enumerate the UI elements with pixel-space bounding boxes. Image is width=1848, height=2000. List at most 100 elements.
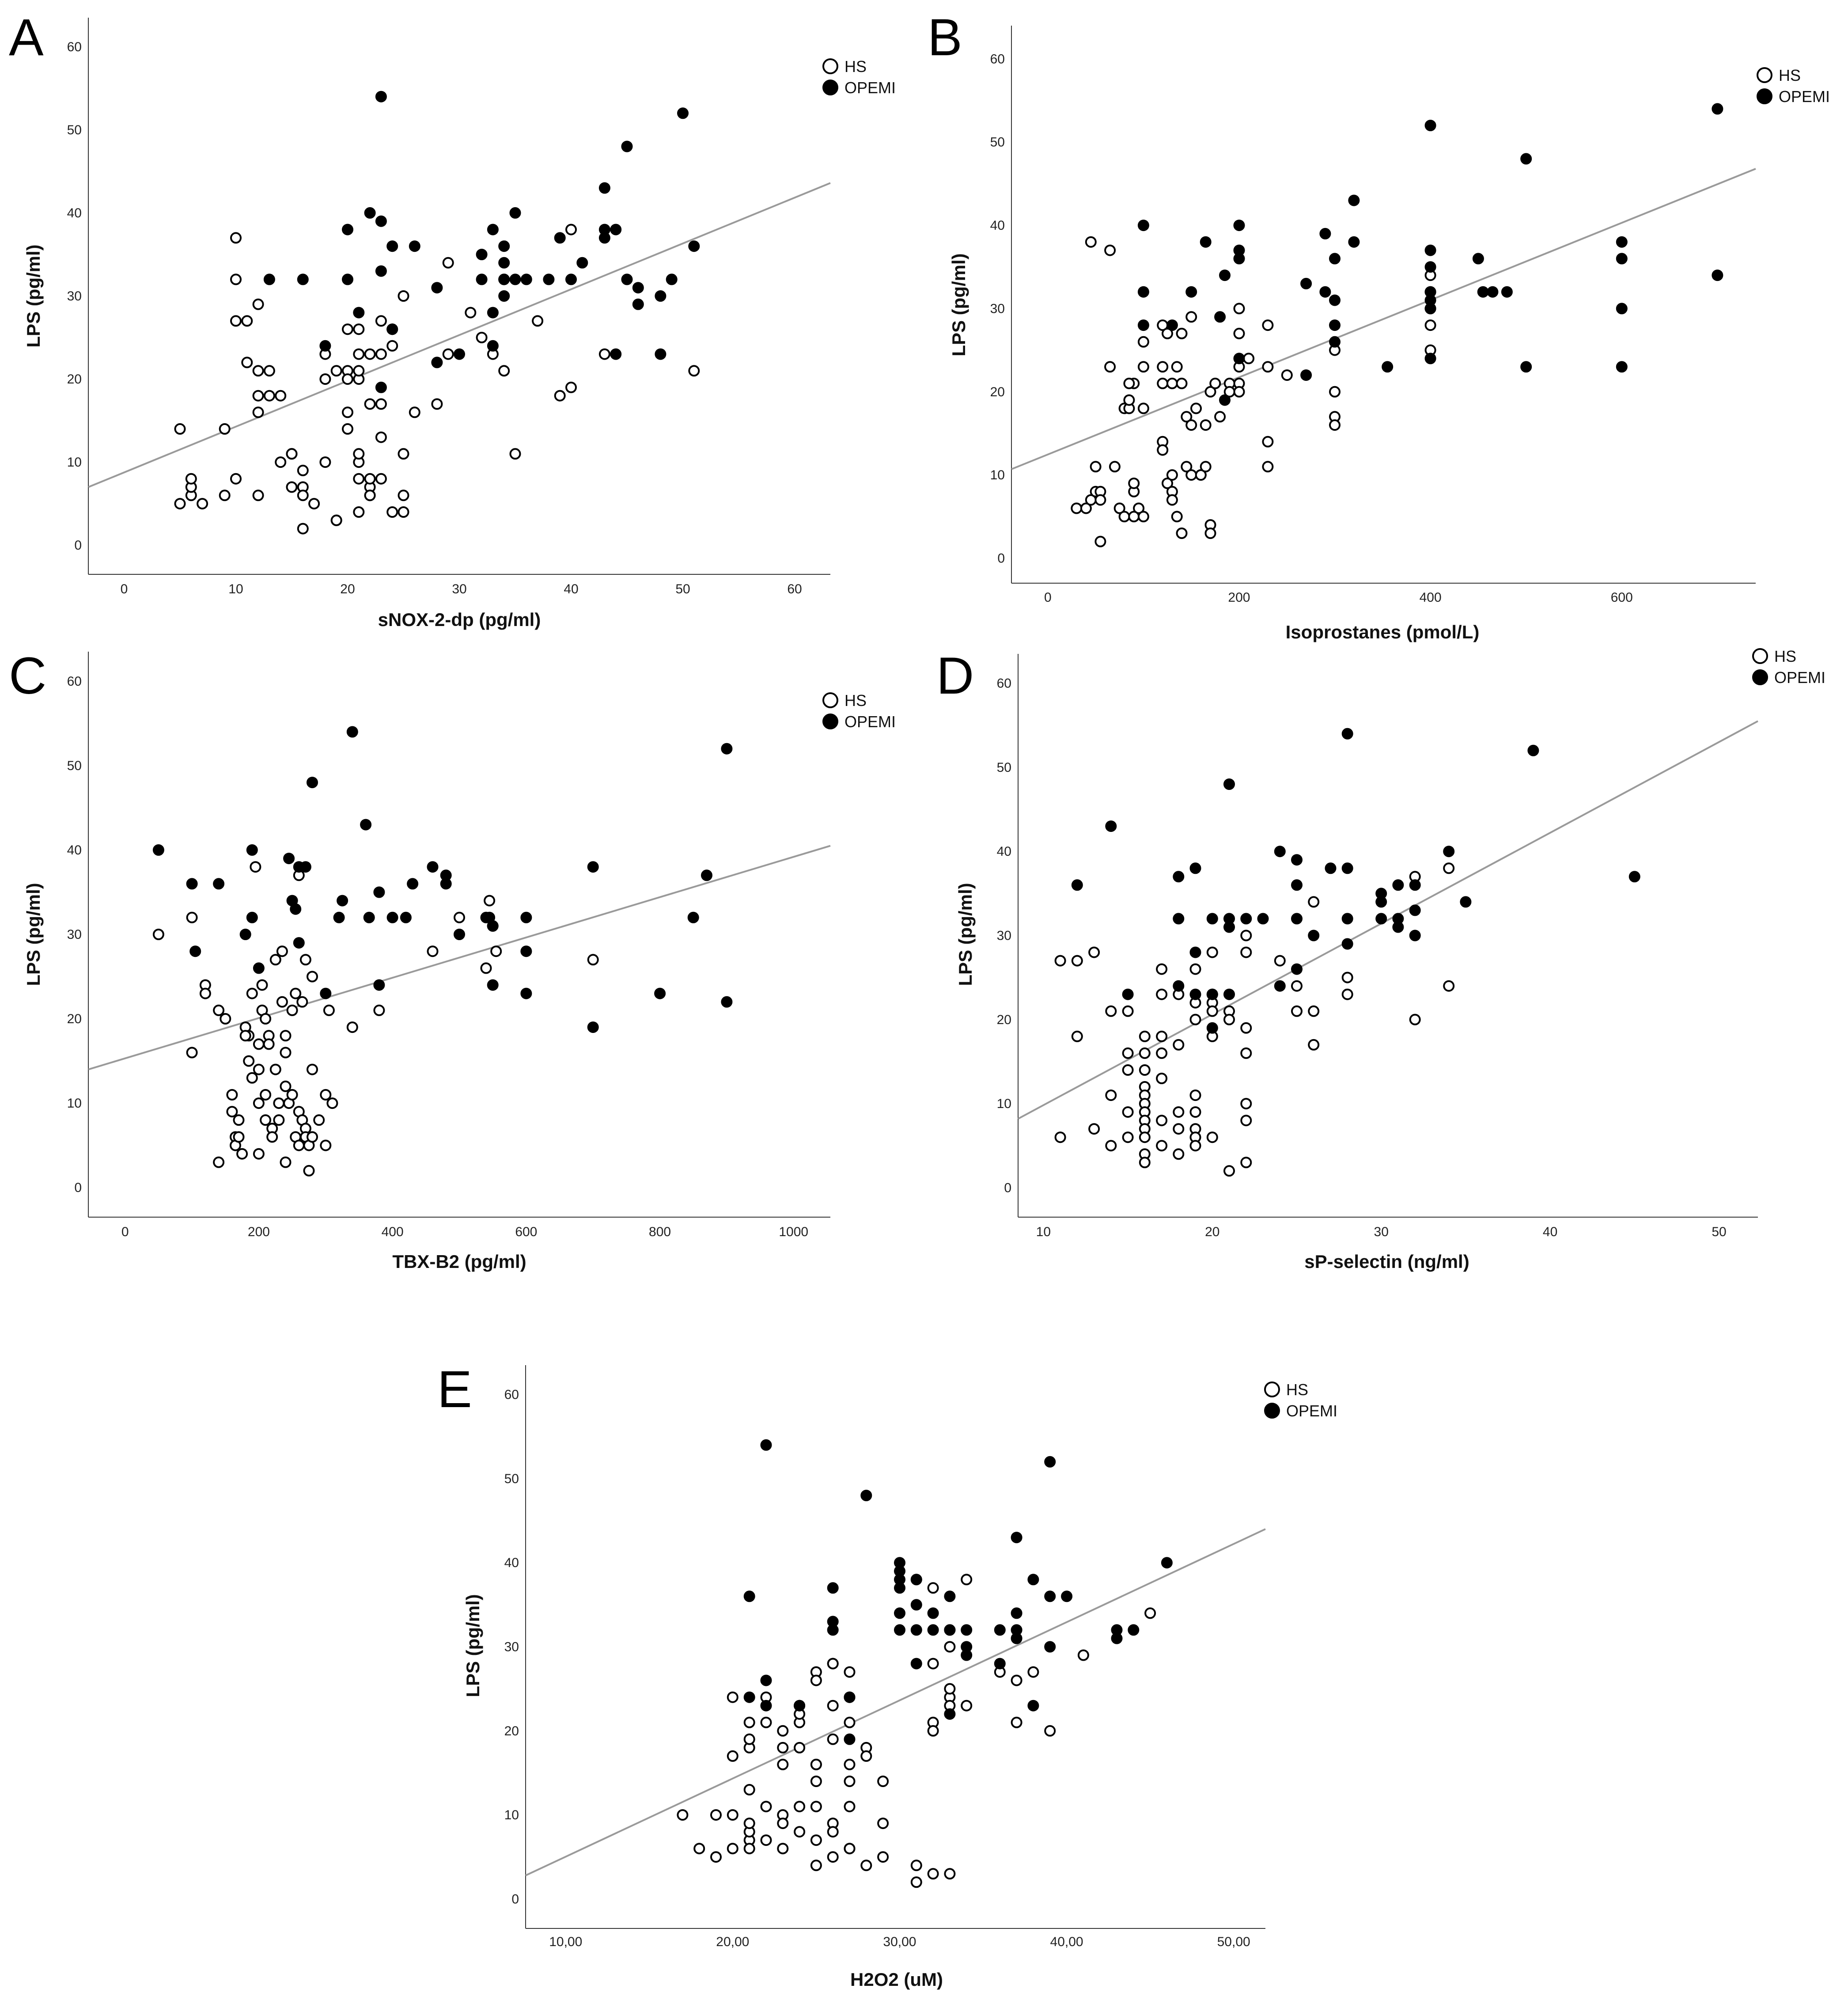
hs-point [375,348,387,360]
hs-point [320,1139,332,1151]
hs-point [364,490,376,501]
hs-point [253,1097,265,1109]
hs-point [253,1063,265,1075]
opemi-point [1291,879,1303,891]
hs-point [910,1860,922,1871]
opemi-point [844,1733,856,1745]
hs-point [1090,461,1102,473]
hs-point [342,406,353,418]
hs-point [386,340,398,352]
opemi-point [565,273,577,285]
opemi-point [319,340,331,352]
opemi-point [1348,236,1360,248]
hs-point [810,1674,822,1686]
opemi-point [509,273,521,285]
opemi-point [721,743,733,755]
hs-point [910,1876,922,1888]
opemi-point [587,861,599,873]
hs-point [330,365,342,377]
x-tick-label: 200 [1228,590,1250,605]
legend-opemi-label: OPEMI [1774,668,1825,687]
opemi-point [1443,846,1455,858]
hs-point [1240,1047,1252,1059]
opemi-point [1011,1607,1022,1619]
hs-point [1137,511,1149,523]
panel-letter: D [936,647,974,705]
opemi-point [520,273,532,285]
x-tick-label: 40 [564,582,578,596]
legend-opemi-marker [822,80,838,95]
hs-point [480,962,492,974]
hs-point [877,1818,889,1829]
hs-point [275,456,287,468]
hs-point [727,1809,738,1821]
opemi-point [654,987,666,999]
panel-letter: B [928,8,962,67]
hs-point [1171,511,1183,523]
x-tick-label: 800 [649,1225,671,1239]
y-tick-label: 10 [67,1096,82,1111]
hs-point [1105,1140,1117,1152]
y-tick-label: 0 [511,1892,519,1906]
hs-point [1233,386,1245,398]
opemi-point [509,207,521,219]
hs-point [375,398,387,410]
opemi-point [427,861,439,873]
opemi-point [1274,980,1286,992]
x-tick-label: 30 [452,582,466,596]
hs-point [484,895,496,907]
opemi-point [1409,930,1421,941]
opemi-point [1341,728,1353,740]
opemi-point [621,140,633,152]
hs-point [442,348,454,360]
opemi-point [375,91,387,102]
hs-point [1281,369,1293,381]
hs-point [688,365,700,377]
hs-point [213,1004,225,1016]
hs-point [241,357,253,368]
hs-point [299,954,311,966]
opemi-point [363,911,375,923]
opemi-point [1233,353,1245,364]
hs-point [263,390,275,402]
opemi-point [440,878,452,890]
hs-point [1088,1123,1100,1135]
opemi-point [743,1691,755,1703]
opemi-point [263,273,275,285]
opemi-point [1329,336,1341,348]
hs-point [239,1030,251,1042]
hs-point [827,1700,839,1712]
y-tick-label: 20 [67,1012,82,1026]
opemi-point [961,1624,973,1636]
opemi-point [353,307,365,319]
hs-point [253,1038,265,1050]
hs-point [1109,461,1121,473]
opemi-point [760,1700,772,1712]
legend-opemi-label: OPEMI [844,713,896,731]
opemi-point [910,1624,922,1636]
hs-point [263,1038,275,1050]
legend-opemi-label: OPEMI [844,79,896,97]
y-tick-label: 40 [990,218,1005,233]
opemi-point [1477,286,1489,298]
hs-point [353,473,365,485]
hs-point [1195,469,1207,481]
y-tick-label: 30 [990,301,1005,316]
opemi-point [632,282,644,294]
hs-point [1122,1064,1134,1076]
hs-point [1044,1725,1056,1737]
hs-point [1156,988,1168,1000]
hs-point [1341,972,1353,983]
y-tick-label: 0 [997,551,1005,565]
panel-e: E 0 10 20 30 40 50 60 10,00 20,00 30,00 40,00 50,00 H… [437,1360,1337,1990]
hs-point [1206,946,1218,958]
hs-point [777,1843,789,1855]
hs-point [353,365,365,377]
hs-point [1139,1131,1151,1143]
opemi-point [1319,228,1331,239]
opemi-point [1223,921,1235,933]
opemi-point [1392,879,1404,891]
hs-point [442,257,454,269]
opemi-point [1189,988,1201,1000]
